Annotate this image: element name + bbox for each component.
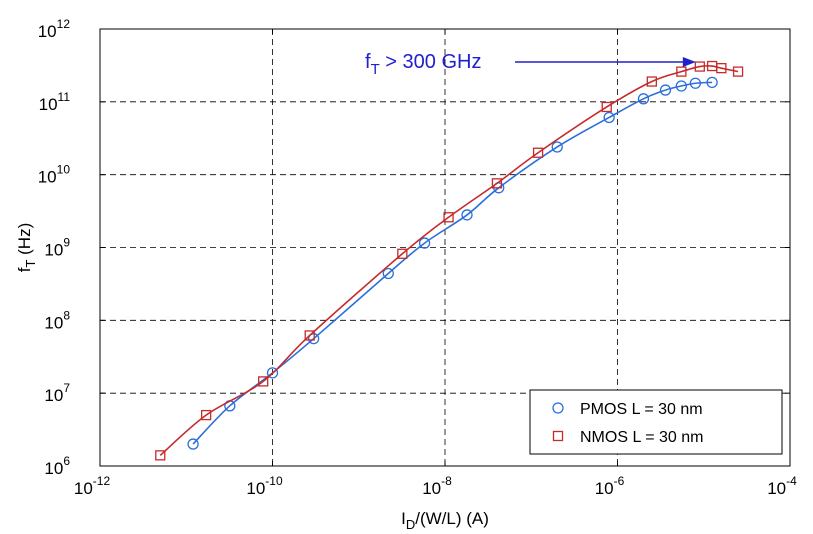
legend-label: NMOS L = 30 nm [580,429,703,446]
y-tick-label: 107 [44,381,70,405]
x-axis-label-main: I [401,509,406,528]
y-tick-label: 1012 [38,17,71,41]
legend-label: PMOS L = 30 nm [580,401,703,418]
x-axis-label-rest: /(W/L) (A) [415,509,489,528]
y-tick-label: 106 [44,454,70,478]
data-point [601,101,612,113]
legend-marker-circle [552,402,564,414]
ft-annotation: fT > 300 GHz [365,51,696,78]
x-axis-label-sub: D [406,517,415,532]
data-point [443,212,454,223]
y-tick-label: 109 [44,236,70,260]
series-layer [155,60,744,461]
data-point [397,248,408,259]
data-point [659,84,672,96]
data-point [694,61,705,72]
axis-ticks: 10-12 10-10 10-8 10-6 10-4 106 107 108 109 1010 10… [38,17,797,498]
x-axis-label: ID/(W/L) (A) [401,509,489,532]
data-point [461,209,473,221]
y-tick-label: 1010 [38,163,71,187]
data-point [258,376,269,387]
data-point [732,66,744,77]
data-point [646,76,657,87]
x-tick-label: 10-10 [246,474,283,498]
data-point [675,80,688,92]
y-tick-label: 108 [44,308,70,332]
data-point [676,66,687,77]
data-point [716,63,727,74]
data-point [551,141,563,153]
series-square-1 [155,60,744,461]
data-point [155,450,166,461]
data-point [603,111,615,124]
data-point [187,438,199,450]
x-tick-label: 10-8 [422,474,452,498]
data-point [491,178,503,189]
ft-annotation-main: f [365,51,371,73]
data-point [304,330,315,341]
legend-box [529,389,783,455]
data-point [200,409,212,421]
data-point [637,93,650,105]
x-tick-label: 10-6 [595,474,625,498]
data-point [689,77,702,89]
legend: PMOS L = 30 nm NMOS L = 30 nm [529,389,783,455]
ft-annotation-rest: > 300 GHz [380,51,482,73]
ft-annotation-arrowhead [682,57,696,67]
x-tick-label: 10-12 [74,474,111,498]
legend-marker-square [552,430,564,442]
data-point [266,367,279,379]
y-axis-label-rest: (Hz) [15,223,34,260]
grid-lines [100,29,790,466]
ft-annotation-text: fT > 300 GHz [365,51,481,78]
x-tick-label: 10-4 [767,474,797,498]
data-point [418,237,431,249]
legend-items: PMOS L = 30 nm NMOS L = 30 nm [552,401,703,446]
y-axis-label-main: f [15,267,34,272]
y-tick-label: 1011 [39,90,71,114]
data-point [532,147,544,158]
y-axis-label: fT (Hz) [15,223,38,273]
data-point [706,76,718,89]
y-axis-label-sub: T [23,260,38,268]
ft-annotation-sub: T [371,61,380,78]
data-point [382,267,394,280]
